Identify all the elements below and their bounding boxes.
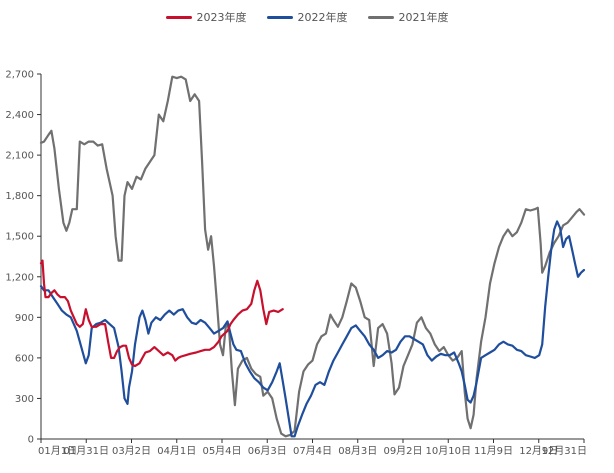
legend-item-2022[interactable]: 2022年度 (266, 9, 348, 25)
x-tick-label: 04月1日 (157, 445, 196, 457)
legend-label-2022: 2022年度 (297, 11, 348, 24)
y-tick-label: 2,400 (5, 110, 34, 121)
x-tick-label: 01月31日 (64, 445, 109, 457)
legend-swatch-2022 (266, 15, 293, 19)
x-tick-label: 06月3日 (248, 445, 287, 457)
chart-legend: 2023年度 2022年度 2021年度 (0, 9, 614, 25)
x-tick-label: 12月31日 (542, 445, 587, 457)
y-tick-label: 300 (15, 394, 34, 405)
y-tick-label: 2,700 (5, 70, 34, 81)
x-tick-label: 05月4日 (202, 445, 241, 457)
legend-item-2021[interactable]: 2021年度 (367, 9, 449, 25)
y-tick-label: 900 (15, 313, 34, 324)
x-tick-label: 03月2日 (112, 445, 151, 457)
x-tick-label: 01月1日 (38, 445, 77, 457)
legend-label-2023: 2023年度 (196, 11, 247, 24)
y-tick-label: 1,200 (5, 272, 34, 283)
x-tick-label: 08月3日 (338, 445, 377, 457)
x-tick-label: 07月4日 (293, 445, 332, 457)
y-tick-label: 2,100 (5, 151, 34, 162)
legend-swatch-2023 (165, 15, 192, 19)
y-tick-label: 0 (28, 435, 34, 446)
y-tick-label: 1,500 (5, 232, 34, 243)
series-line-2023年度 (39, 259, 284, 368)
series-line-2021年度 (39, 75, 586, 438)
y-tick-label: 600 (15, 353, 34, 364)
legend-swatch-2021 (367, 15, 394, 19)
legend-label-2021: 2021年度 (398, 11, 449, 24)
legend-item-2023[interactable]: 2023年度 (165, 9, 247, 25)
x-tick-label: 10月10日 (426, 445, 471, 457)
x-tick-label: 09月2日 (383, 445, 422, 457)
series-line-2022年度 (39, 220, 586, 438)
x-tick-label: 12月9日 (519, 445, 558, 457)
y-axis: 0 300 600 900 1,200 1,500 1,800 2,100 2,400 2,700 (5, 70, 42, 446)
x-tick-label: 11月9日 (474, 445, 513, 457)
y-tick-label: 1,800 (5, 191, 34, 202)
series-layer (39, 75, 586, 438)
